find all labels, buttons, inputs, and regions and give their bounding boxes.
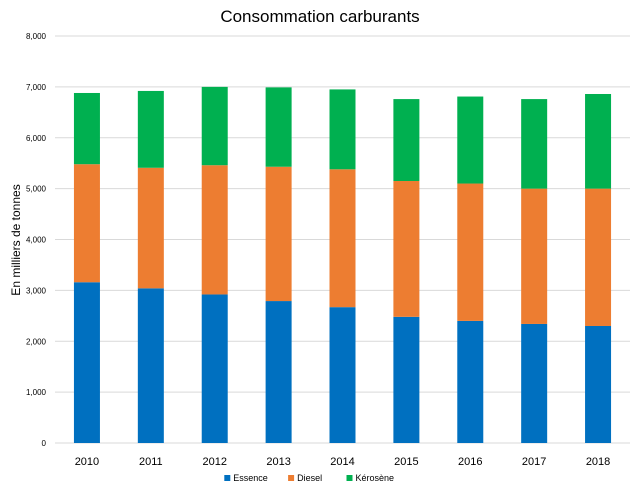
- x-tick-label: 2015: [394, 456, 418, 468]
- x-tick-label: 2018: [586, 456, 610, 468]
- x-tick-label: 2011: [139, 456, 163, 468]
- bar-segment-kérosène-2018: [585, 93, 612, 189]
- bar-segment-kérosène-2011: [137, 90, 164, 168]
- y-tick-label: 4,000: [26, 236, 47, 245]
- bar-segment-essence-2011: [137, 288, 164, 443]
- y-tick-label: 8,000: [26, 32, 47, 41]
- y-tick-label: 6,000: [26, 134, 47, 143]
- y-axis-label: En milliers de tonnes: [9, 184, 23, 295]
- bar-segment-kérosène-2013: [265, 87, 292, 167]
- bar-segment-essence-2012: [201, 294, 228, 443]
- y-tick-label: 0: [42, 439, 47, 448]
- bars: [73, 86, 612, 443]
- bar-segment-kérosène-2017: [521, 99, 548, 189]
- x-tick-label: 2012: [202, 456, 226, 468]
- x-tick-label: 2014: [330, 456, 354, 468]
- bar-segment-essence-2015: [393, 316, 420, 443]
- bar-segment-diesel-2012: [201, 165, 228, 295]
- bar-segment-kérosène-2015: [393, 99, 420, 181]
- bar-segment-diesel-2018: [585, 188, 612, 326]
- x-tick-label: 2013: [266, 456, 290, 468]
- bar-segment-diesel-2011: [137, 167, 164, 289]
- legend-label: Kérosène: [356, 473, 395, 483]
- bar-segment-diesel-2014: [329, 169, 356, 308]
- bar-segment-essence-2014: [329, 307, 356, 443]
- bar-segment-kérosène-2016: [457, 96, 484, 184]
- bar-segment-essence-2017: [521, 323, 548, 443]
- y-tick-label: 5,000: [26, 185, 47, 194]
- bar-segment-diesel-2015: [393, 180, 420, 317]
- x-tick-label: 2017: [522, 456, 546, 468]
- y-tick-label: 2,000: [26, 337, 47, 346]
- bar-segment-diesel-2010: [73, 164, 100, 283]
- legend-swatch: [288, 475, 295, 481]
- bar-segment-kérosène-2012: [201, 86, 228, 166]
- x-axis-ticks: 2010 2011 2012 2013 2014 2015 2016 2017 2018: [75, 456, 611, 468]
- y-tick-label: 3,000: [26, 286, 47, 295]
- bar-segment-kérosène-2014: [329, 89, 356, 170]
- bar-segment-diesel-2017: [521, 188, 548, 324]
- legend-swatch: [346, 475, 353, 481]
- bar-segment-kérosène-2010: [73, 92, 100, 165]
- bar-segment-essence-2013: [265, 301, 292, 443]
- legend-label: Essence: [233, 473, 268, 483]
- bar-segment-diesel-2013: [265, 166, 292, 302]
- legend-label: Diesel: [297, 473, 322, 483]
- x-tick-label: 2016: [458, 456, 482, 468]
- x-tick-label: 2010: [75, 456, 99, 468]
- legend-swatch: [224, 475, 231, 481]
- bar-segment-essence-2016: [457, 320, 484, 443]
- bar-segment-diesel-2016: [457, 183, 484, 321]
- bar-segment-essence-2018: [585, 325, 612, 443]
- y-axis-ticks: 0 1,000 2,000 3,000 4,000 5,000 6,000 7,000 8,00…: [26, 32, 47, 448]
- y-tick-label: 7,000: [26, 83, 47, 92]
- legend: Essence Diesel Kérosène: [224, 473, 394, 483]
- y-tick-label: 1,000: [26, 388, 47, 397]
- bar-segment-essence-2010: [73, 282, 100, 443]
- chart-title: Consommation carburants: [220, 7, 419, 26]
